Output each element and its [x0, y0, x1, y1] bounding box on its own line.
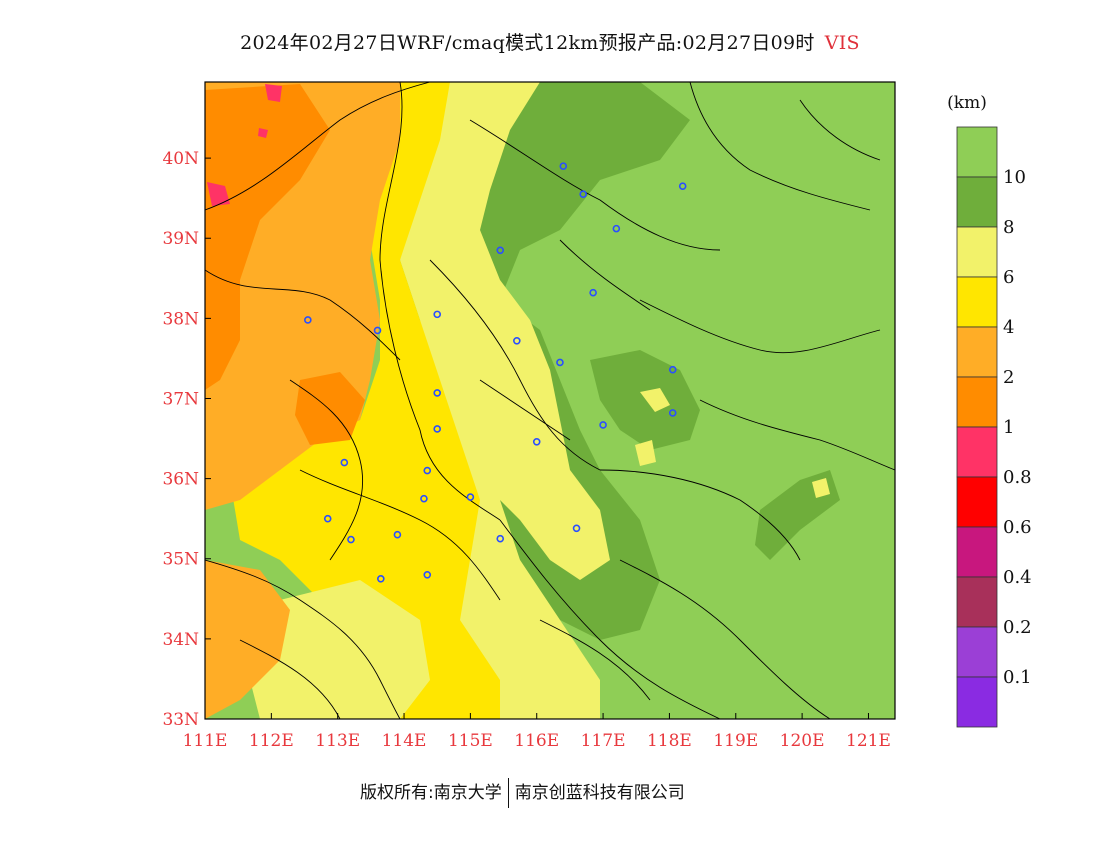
city-marker	[496, 534, 505, 543]
x-tick-label: 119E	[713, 731, 758, 751]
city-marker	[556, 358, 564, 367]
x-tick-label: 116E	[514, 731, 559, 751]
field-red-2	[207, 182, 230, 206]
y-axis: 33N 34N 35N 36N 37N 38N 39N 40N	[162, 149, 211, 730]
city-marker	[433, 425, 442, 433]
city-marker	[496, 246, 505, 255]
colorbar-label: 4	[1003, 317, 1014, 338]
field-yellow-light-sw	[250, 580, 430, 719]
field-yellow-spot-2	[635, 440, 656, 466]
field-yellow-spot	[640, 388, 670, 412]
city-marker	[532, 437, 541, 446]
x-tick-label: 121E	[846, 731, 891, 751]
colorbar-bin	[956, 226, 998, 278]
city-marker	[377, 574, 385, 583]
title-text: 2024年02月27日WRF/cmaq模式12km预报产品:02月27日09时	[240, 32, 815, 54]
colorbar-bin	[956, 326, 998, 378]
field-orange	[205, 84, 330, 390]
x-tick-label: 118E	[647, 731, 692, 751]
city-marker	[599, 421, 607, 429]
city-marker	[423, 466, 432, 475]
city-marker	[423, 570, 432, 579]
city-marker	[373, 326, 382, 335]
colorbar-label: 0.8	[1003, 467, 1032, 488]
colorbar-label: 10	[1003, 167, 1026, 188]
colorbar-label: 0.2	[1003, 617, 1032, 638]
city-marker	[323, 514, 332, 523]
colorbar-unit: (km)	[947, 93, 987, 113]
colorbar-bin	[956, 526, 998, 578]
y-tick-label: 36N	[162, 470, 199, 490]
plot-frame	[204, 81, 896, 720]
colorbar-bin	[956, 426, 998, 478]
colorbar-bin	[956, 126, 998, 178]
y-tick-label: 37N	[162, 389, 199, 409]
y-tick-label: 34N	[162, 630, 199, 650]
city-marker	[393, 530, 402, 539]
city-marker	[668, 409, 677, 417]
colorbar-label: 1	[1003, 417, 1014, 438]
field-green-dark-e	[590, 350, 700, 450]
city-marker	[668, 365, 677, 374]
copyright-footer: 版权所有:南京大学 南京创蓝科技有限公司	[360, 778, 685, 808]
city-marker	[433, 310, 442, 319]
x-tick-label: 117E	[581, 731, 626, 751]
city-marker	[433, 389, 442, 397]
footer-left: 版权所有:南京大学	[360, 783, 502, 803]
variable-label: VIS	[824, 32, 860, 54]
city-markers	[304, 162, 687, 583]
field-red-1	[265, 84, 282, 102]
city-marker	[579, 190, 587, 198]
colorbar: (km) 10 8 6 4 2 1 0.8 0.6 0.4 0.2 0.1	[947, 93, 1032, 728]
x-tick-label: 112E	[249, 731, 294, 751]
colorbar-label: 8	[1003, 217, 1014, 238]
colorbar-label: 2	[1003, 367, 1014, 388]
city-marker	[513, 337, 521, 345]
footer-separator	[507, 778, 509, 808]
city-marker	[340, 458, 349, 467]
colorbar-bin	[956, 576, 998, 628]
city-marker	[678, 182, 687, 190]
city-marker	[347, 535, 355, 544]
field-orange-2	[295, 372, 365, 445]
field-yellow	[230, 82, 500, 719]
boundaries	[205, 82, 895, 719]
colorbar-label: 0.1	[1003, 667, 1032, 688]
colorbar-bin	[956, 476, 998, 528]
colorbar-bin	[956, 376, 998, 428]
city-marker	[572, 524, 581, 533]
city-marker	[466, 493, 475, 501]
colorbar-bin	[956, 626, 998, 678]
x-axis: 111E 112E 113E 114E 115E 116E 117E 118E 119E 120E…	[183, 713, 891, 751]
city-marker	[304, 316, 312, 324]
x-tick-label: 113E	[315, 731, 360, 751]
field-red-3	[258, 128, 268, 138]
x-tick-label: 120E	[780, 731, 825, 751]
y-tick-label: 39N	[162, 229, 199, 249]
x-tick-label: 115E	[448, 731, 493, 751]
x-tick-label: 111E	[183, 731, 228, 751]
city-marker	[420, 494, 428, 503]
y-tick-label: 40N	[162, 149, 199, 169]
city-marker	[589, 288, 597, 297]
city-marker	[559, 162, 568, 170]
field-orange-light-sw	[205, 560, 290, 719]
city-marker	[612, 224, 621, 233]
colorbar-label: 0.4	[1003, 567, 1032, 588]
y-tick-label: 35N	[162, 550, 199, 570]
colorbar-bin	[956, 276, 998, 328]
footer-right: 南京创蓝科技有限公司	[514, 783, 685, 803]
field-layer	[205, 82, 895, 719]
y-tick-label: 33N	[162, 710, 199, 730]
colorbar-label: 0.6	[1003, 517, 1032, 538]
colorbar-bin	[956, 176, 998, 228]
x-tick-label: 114E	[382, 731, 427, 751]
colorbar-bin	[956, 676, 998, 728]
y-tick-label: 38N	[162, 309, 199, 329]
field-yellow-spot-3	[812, 478, 830, 498]
colorbar-label: 6	[1003, 267, 1014, 288]
map-title: 2024年02月27日WRF/cmaq模式12km预报产品:02月27日09时 V…	[0, 28, 1100, 55]
